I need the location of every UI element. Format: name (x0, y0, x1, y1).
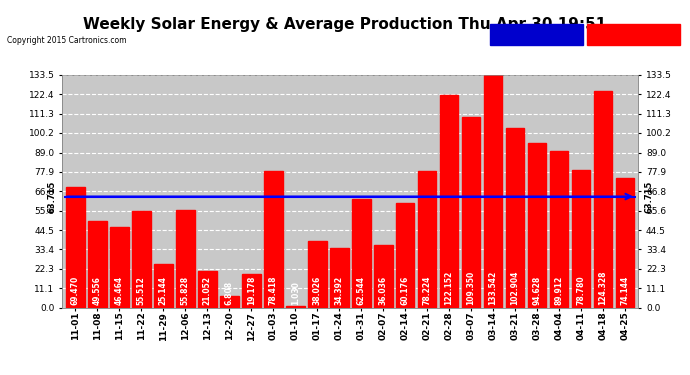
Text: 122.152: 122.152 (444, 271, 453, 305)
Text: 78.780: 78.780 (577, 275, 586, 305)
Bar (110, 226, 128, 308)
Bar (66, 186, 85, 308)
Text: 89.912: 89.912 (555, 276, 564, 305)
Bar (615, 178, 634, 308)
Text: 102.904: 102.904 (511, 270, 520, 305)
Text: 46.464: 46.464 (115, 276, 124, 305)
Bar (154, 264, 172, 308)
Bar (330, 248, 348, 308)
Text: 1.030: 1.030 (290, 281, 299, 305)
Bar (132, 211, 150, 308)
Bar (484, 75, 502, 307)
Bar (396, 203, 415, 308)
Text: Weekly  (kWh): Weekly (kWh) (593, 30, 673, 40)
Text: 63.715: 63.715 (645, 180, 654, 213)
Bar (176, 210, 195, 308)
Text: Average  (kWh): Average (kWh) (494, 30, 579, 40)
Bar (440, 95, 458, 308)
Text: 49.556: 49.556 (92, 276, 102, 305)
Bar (528, 143, 546, 308)
Text: 109.350: 109.350 (466, 271, 475, 305)
Text: 6.808: 6.808 (225, 281, 234, 305)
Text: 78.224: 78.224 (423, 276, 432, 305)
Text: 21.052: 21.052 (203, 276, 212, 305)
Bar (198, 271, 217, 308)
Text: 78.418: 78.418 (268, 275, 277, 305)
Text: 94.628: 94.628 (533, 276, 542, 305)
Bar (286, 306, 304, 308)
Text: 38.026: 38.026 (313, 276, 322, 305)
Bar (462, 117, 480, 308)
Text: 34.392: 34.392 (335, 276, 344, 305)
Text: 124.328: 124.328 (598, 270, 608, 305)
Text: 60.176: 60.176 (401, 276, 410, 305)
Bar (506, 128, 524, 308)
Bar (220, 296, 239, 307)
Bar (242, 274, 261, 308)
Text: 25.144: 25.144 (159, 276, 168, 305)
Text: 74.144: 74.144 (620, 276, 629, 305)
Bar (374, 245, 393, 308)
Bar (418, 171, 437, 308)
Text: Copyright 2015 Cartronics.com: Copyright 2015 Cartronics.com (7, 36, 126, 45)
Text: 55.512: 55.512 (137, 276, 146, 305)
Text: 62.544: 62.544 (357, 276, 366, 305)
Text: Weekly Solar Energy & Average Production Thu Apr 30 19:51: Weekly Solar Energy & Average Production… (83, 17, 607, 32)
Bar (352, 199, 371, 308)
Text: 69.470: 69.470 (71, 276, 80, 305)
Text: 133.542: 133.542 (489, 271, 497, 305)
Text: 55.828: 55.828 (181, 276, 190, 305)
Bar (308, 241, 326, 308)
Bar (88, 221, 107, 308)
Bar (550, 151, 569, 308)
Text: 63.715: 63.715 (48, 180, 57, 213)
Bar (593, 91, 613, 308)
Text: 19.178: 19.178 (247, 276, 256, 305)
Bar (572, 170, 591, 308)
Text: 36.036: 36.036 (379, 276, 388, 305)
Bar (264, 171, 282, 308)
